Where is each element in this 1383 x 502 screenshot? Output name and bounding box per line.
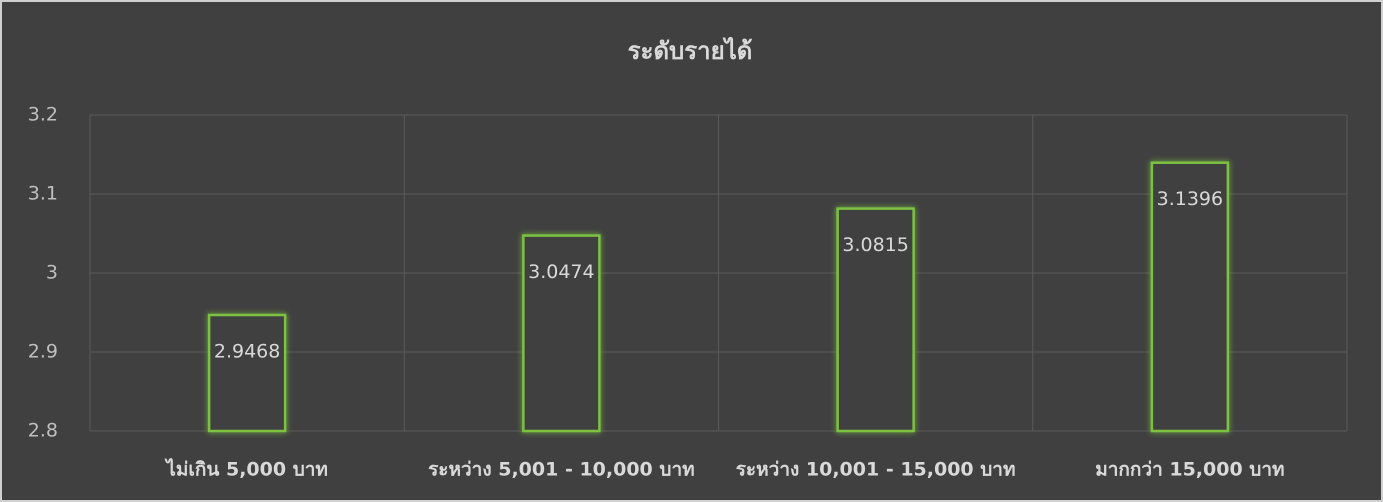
y-tick-label: 3.2	[28, 104, 58, 126]
y-tick-label: 2.8	[28, 420, 58, 442]
data-label: 3.0474	[528, 261, 594, 283]
bar	[522, 234, 601, 433]
data-label: 3.1396	[1157, 188, 1223, 210]
data-label: 2.9468	[214, 341, 280, 363]
x-tick-label: ไม่เกิน 5,000 บาท	[164, 458, 328, 481]
bar	[1150, 161, 1230, 433]
y-tick-label: 3	[46, 262, 58, 284]
data-label: 3.0815	[842, 234, 908, 256]
x-tick-label: ระหว่าง 5,001 - 10,000 บาท	[428, 459, 695, 481]
x-tick-label: มากกว่า 15,000 บาท	[1095, 459, 1284, 481]
x-tick-label: ระหว่าง 10,001 - 15,000 บาท	[736, 459, 1016, 481]
bar	[836, 207, 915, 433]
chart-title: ระดับรายได้	[628, 36, 753, 65]
y-tick-label: 2.9	[28, 341, 58, 363]
y-tick-label: 3.1	[28, 183, 58, 205]
bar	[207, 313, 287, 433]
